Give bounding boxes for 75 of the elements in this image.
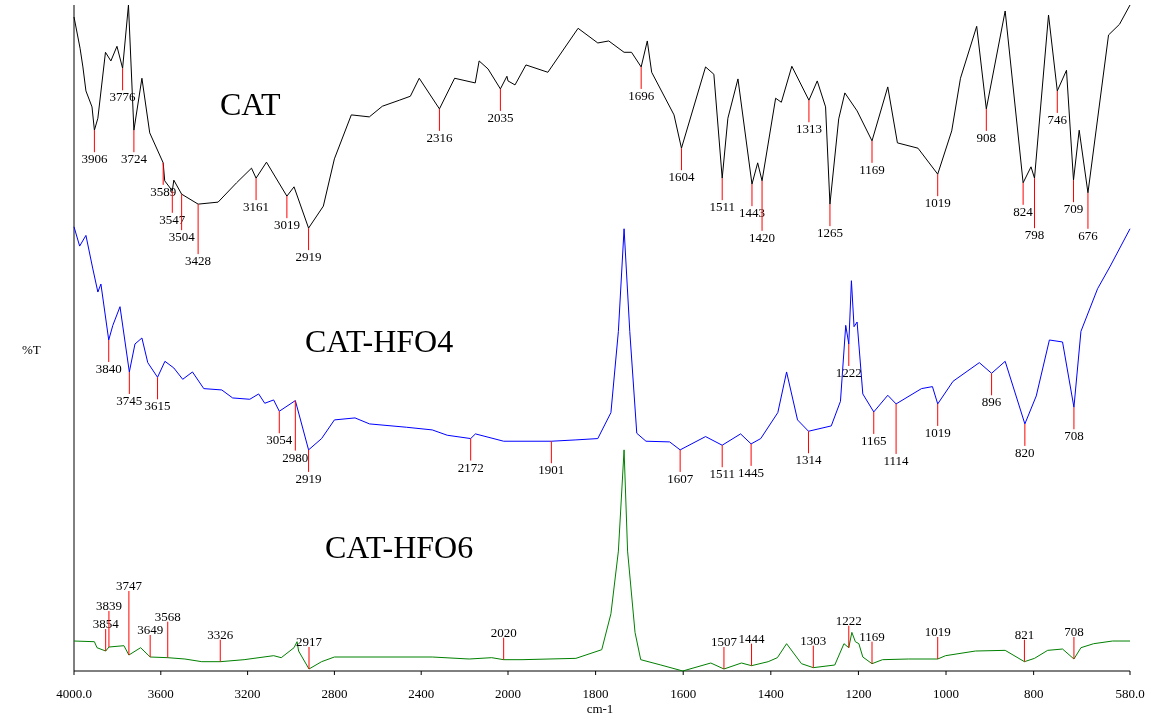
- annotation: 3649: [137, 622, 164, 638]
- x-tick-label: 580.0: [1115, 686, 1145, 701]
- x-tick-label: 800: [1023, 686, 1044, 701]
- annotation: 1019: [924, 624, 951, 640]
- annotation: 798: [1024, 227, 1045, 243]
- annotation: 2020: [490, 624, 517, 640]
- annotation: 708: [1064, 428, 1084, 444]
- annotation: 1507: [710, 634, 738, 649]
- series-label: CAT: [220, 86, 281, 122]
- x-tick-label: 1800: [582, 686, 609, 701]
- annotation: 1420: [749, 229, 776, 245]
- annotation: 3724: [120, 151, 148, 167]
- annotation: 1511: [709, 199, 735, 215]
- annotation: 746: [1047, 111, 1068, 127]
- annotation: 2980: [282, 449, 309, 465]
- annotation: 2035: [487, 109, 514, 125]
- annotation: 3840: [95, 361, 122, 376]
- annotation: 1511: [709, 466, 735, 482]
- x-tick-label: 1200: [845, 686, 872, 701]
- x-tick-label: 2400: [408, 686, 435, 701]
- x-tick-label: 3600: [147, 686, 174, 701]
- annotation: 1265: [816, 225, 843, 241]
- annotation: 1901: [538, 462, 565, 478]
- annotation: 708: [1064, 624, 1084, 640]
- annotation: 3326: [207, 626, 234, 642]
- annotation: 3054: [266, 432, 293, 448]
- annotation: 1169: [859, 161, 885, 177]
- annotation: 1443: [738, 205, 765, 221]
- annotation: 824: [1013, 203, 1034, 219]
- annotation: 709: [1063, 201, 1084, 217]
- annotation: 1444: [738, 630, 766, 646]
- series-label: CAT-HFO4: [305, 323, 454, 359]
- annotation: 1445: [738, 464, 765, 480]
- annotation: 3747: [115, 578, 143, 594]
- annotation: 820: [1015, 444, 1035, 460]
- annotation: 1314: [795, 452, 822, 468]
- y-axis-title: %T: [22, 342, 41, 357]
- x-tick-label: 4000.0: [56, 686, 92, 701]
- annotation: 3428: [185, 253, 212, 269]
- annotation: 3906: [81, 151, 108, 167]
- annotation: 2917: [296, 634, 323, 649]
- annotation: 676: [1078, 227, 1099, 243]
- annotation: 3839: [95, 598, 122, 614]
- annotation: 821: [1014, 626, 1035, 642]
- annotation: 1222: [835, 612, 862, 628]
- annotation: 1313: [795, 121, 822, 137]
- annotation: 3568: [154, 608, 181, 624]
- annotation: 2316: [426, 129, 453, 145]
- annotation: 2919: [295, 470, 322, 486]
- annotation: 3615: [144, 398, 171, 414]
- annotation: 1607: [667, 470, 694, 486]
- annotation: 1169: [859, 628, 885, 644]
- x-axis-title: cm-1: [586, 701, 614, 716]
- annotation: 896: [981, 394, 1002, 410]
- x-tick-label: 2000: [495, 686, 521, 701]
- annotation: 1165: [860, 432, 887, 448]
- x-tick-label: 1600: [670, 686, 697, 701]
- x-tick-label: 1000: [933, 686, 960, 701]
- annotation: 2172: [457, 459, 484, 475]
- annotation: 2919: [295, 249, 322, 265]
- annotation: 1114: [883, 452, 910, 468]
- annotation: 1019: [924, 424, 951, 440]
- text: CAT-HFO6: [325, 529, 474, 565]
- annotation: 1019: [924, 195, 951, 211]
- annotation: 1696: [628, 87, 655, 103]
- x-tick-label: 3200: [234, 686, 261, 701]
- annotation: 1303: [800, 632, 827, 648]
- annotation: 3504: [168, 229, 196, 245]
- annotation: 3745: [116, 392, 143, 408]
- annotation: 1604: [668, 169, 695, 185]
- x-tick-label: 2800: [321, 686, 348, 701]
- annotation: 908: [976, 129, 997, 145]
- x-tick-label: 1400: [757, 686, 784, 701]
- annotation: 3161: [243, 199, 270, 215]
- annotation: 3019: [273, 217, 300, 233]
